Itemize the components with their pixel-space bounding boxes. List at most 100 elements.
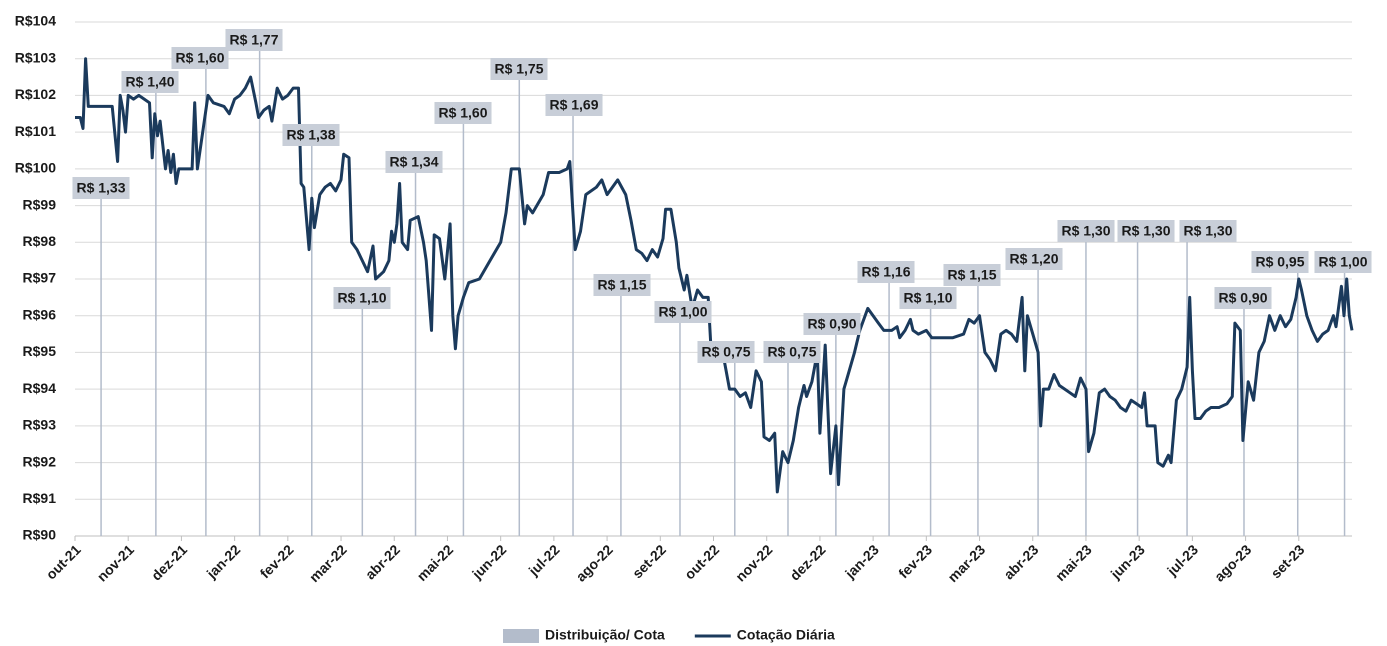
value-label-box bbox=[943, 264, 1001, 286]
value-label-text: R$ 1,75 bbox=[494, 61, 543, 77]
y-tick-label: R$100 bbox=[15, 160, 56, 176]
value-label-box bbox=[1117, 220, 1175, 242]
value-label: R$ 0,75 bbox=[697, 341, 755, 363]
y-tick-label: R$95 bbox=[23, 343, 57, 359]
value-label-text: R$ 0,95 bbox=[1255, 254, 1304, 270]
value-label: R$ 1,30 bbox=[1117, 220, 1175, 242]
value-label: R$ 1,15 bbox=[593, 274, 651, 296]
x-tick-label: ago-23 bbox=[1211, 541, 1254, 584]
value-label: R$ 1,60 bbox=[434, 102, 492, 124]
value-label-box bbox=[490, 58, 548, 80]
value-label-box bbox=[545, 94, 603, 116]
value-label-text: R$ 1,10 bbox=[337, 290, 386, 306]
value-label-text: R$ 1,30 bbox=[1121, 223, 1170, 239]
value-label-text: R$ 0,75 bbox=[767, 344, 816, 360]
y-tick-label: R$97 bbox=[23, 270, 57, 286]
value-label-text: R$ 1,15 bbox=[947, 267, 996, 283]
legend-label: Cotação Diária bbox=[737, 627, 835, 643]
y-tick-label: R$99 bbox=[23, 196, 57, 212]
value-label: R$ 1,34 bbox=[385, 151, 443, 173]
value-label-box bbox=[72, 177, 130, 199]
value-label: R$ 1,75 bbox=[490, 58, 548, 80]
value-label-text: R$ 0,90 bbox=[807, 316, 856, 332]
value-label: R$ 1,40 bbox=[121, 71, 179, 93]
value-label-box bbox=[434, 102, 492, 124]
value-label-box bbox=[899, 287, 957, 309]
value-label-text: R$ 1,15 bbox=[597, 277, 646, 293]
value-label-box bbox=[385, 151, 443, 173]
value-label: R$ 1,20 bbox=[1005, 248, 1063, 270]
value-label-box bbox=[1214, 287, 1272, 309]
y-tick-label: R$91 bbox=[23, 490, 57, 506]
value-label-box bbox=[697, 341, 755, 363]
x-tick-label: jul-22 bbox=[525, 541, 563, 579]
value-label-box bbox=[171, 47, 229, 69]
y-tick-label: R$98 bbox=[23, 233, 57, 249]
value-label: R$ 1,77 bbox=[225, 29, 283, 51]
x-tick-label: abr-22 bbox=[362, 541, 403, 582]
value-label-text: R$ 1,00 bbox=[1318, 254, 1367, 270]
value-label: R$ 1,33 bbox=[72, 177, 130, 199]
value-label-text: R$ 1,16 bbox=[861, 264, 910, 280]
value-label-text: R$ 1,60 bbox=[438, 105, 487, 121]
x-tick-label: jan-22 bbox=[203, 541, 244, 582]
x-tick-label: nov-21 bbox=[94, 541, 137, 584]
value-label-box bbox=[654, 301, 712, 323]
value-label-text: R$ 1,33 bbox=[76, 180, 125, 196]
value-label: R$ 1,16 bbox=[857, 261, 915, 283]
x-tick-label: fev-23 bbox=[895, 541, 935, 581]
value-label-box bbox=[121, 71, 179, 93]
price-line bbox=[75, 57, 1354, 494]
y-tick-label: R$104 bbox=[15, 13, 56, 29]
value-label-text: R$ 1,20 bbox=[1009, 251, 1058, 267]
y-tick-label: R$90 bbox=[23, 527, 57, 543]
value-label-box bbox=[1057, 220, 1115, 242]
x-tick-label: mar-22 bbox=[306, 541, 350, 585]
value-label: R$ 0,75 bbox=[763, 341, 821, 363]
y-tick-label: R$101 bbox=[15, 123, 56, 139]
value-label: R$ 1,00 bbox=[1314, 251, 1372, 273]
value-label-box bbox=[803, 313, 861, 335]
value-label-text: R$ 1,38 bbox=[286, 127, 335, 143]
value-label-text: R$ 1,69 bbox=[549, 97, 598, 113]
value-label-text: R$ 0,75 bbox=[701, 344, 750, 360]
x-tick-label: out-22 bbox=[681, 541, 722, 582]
y-tick-label: R$102 bbox=[15, 86, 56, 102]
value-label: R$ 1,38 bbox=[282, 124, 340, 146]
value-label-text: R$ 1,40 bbox=[125, 74, 174, 90]
value-label: R$ 1,10 bbox=[899, 287, 957, 309]
x-tick-label: mai-22 bbox=[414, 541, 457, 584]
value-label-text: R$ 1,00 bbox=[658, 304, 707, 320]
value-label-box bbox=[763, 341, 821, 363]
value-label-text: R$ 1,30 bbox=[1061, 223, 1110, 239]
x-tick-label: jul-23 bbox=[1163, 541, 1201, 579]
x-tick-label: jun-22 bbox=[468, 541, 509, 582]
value-label-box bbox=[593, 274, 651, 296]
value-label-box bbox=[282, 124, 340, 146]
value-label-text: R$ 1,60 bbox=[175, 50, 224, 66]
legend-label: Distribuição/ Cota bbox=[545, 627, 665, 643]
value-label: R$ 1,30 bbox=[1179, 220, 1237, 242]
value-label: R$ 0,95 bbox=[1251, 251, 1309, 273]
x-tick-label: set-22 bbox=[629, 541, 669, 581]
x-tick-label: dez-22 bbox=[787, 541, 829, 583]
y-tick-label: R$103 bbox=[15, 49, 56, 65]
value-label: R$ 1,30 bbox=[1057, 220, 1115, 242]
legend-swatch bbox=[503, 629, 539, 643]
x-tick-label: mar-23 bbox=[944, 541, 988, 585]
x-tick-label: ago-22 bbox=[573, 541, 616, 584]
value-label-box bbox=[225, 29, 283, 51]
x-tick-label: dez-21 bbox=[148, 541, 190, 583]
x-tick-label: set-23 bbox=[1268, 541, 1308, 581]
y-tick-label: R$92 bbox=[23, 453, 57, 469]
value-label: R$ 1,15 bbox=[943, 264, 1001, 286]
x-tick-label: out-21 bbox=[43, 541, 84, 582]
value-label-text: R$ 1,77 bbox=[229, 32, 278, 48]
value-label-box bbox=[1251, 251, 1309, 273]
x-tick-label: mai-23 bbox=[1052, 541, 1095, 584]
value-label-box bbox=[333, 287, 391, 309]
x-tick-label: nov-22 bbox=[732, 541, 775, 584]
value-label-box bbox=[1179, 220, 1237, 242]
value-label: R$ 0,90 bbox=[803, 313, 861, 335]
